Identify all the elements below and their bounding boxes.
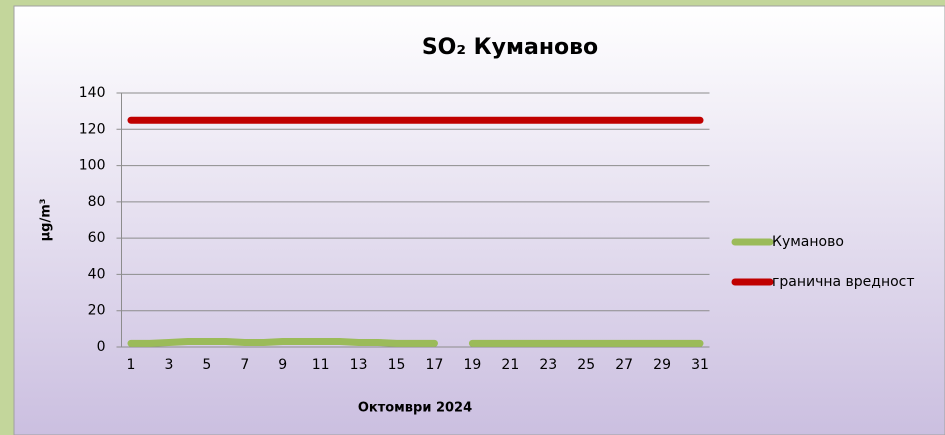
y-tick-label: 60 — [88, 230, 106, 246]
x-tick-label: 13 — [350, 357, 368, 373]
y-tick-label: 100 — [79, 158, 106, 174]
y-tick-label: 40 — [88, 266, 106, 282]
legend-label: гранична вредност — [772, 274, 915, 290]
x-tick-label: 31 — [691, 357, 709, 373]
x-tick-label: 3 — [164, 357, 173, 373]
x-tick-label: 23 — [539, 357, 557, 373]
y-tick-label: 120 — [79, 121, 106, 137]
x-tick-label: 7 — [240, 357, 249, 373]
x-tick-label: 25 — [577, 357, 595, 373]
x-tick-label: 17 — [426, 357, 444, 373]
x-tick-label: 29 — [653, 357, 671, 373]
x-tick-label: 21 — [501, 357, 519, 373]
x-tick-label: 19 — [463, 357, 481, 373]
x-tick-label: 27 — [615, 357, 633, 373]
x-tick-label: 11 — [312, 357, 330, 373]
y-tick-label: 0 — [97, 339, 106, 355]
chart-area — [13, 5, 945, 435]
series-line — [127, 338, 704, 347]
x-tick-label: 5 — [202, 357, 211, 373]
y-tick-label: 140 — [79, 85, 106, 101]
x-tick-label: 1 — [127, 357, 136, 373]
x-axis-title: Октомври 2024 — [358, 401, 472, 416]
y-tick-label: 20 — [88, 303, 106, 319]
y-tick-label: 80 — [88, 194, 106, 210]
legend-label: Куманово — [772, 234, 844, 250]
x-tick-label: 15 — [388, 357, 406, 373]
y-axis-title: µg/m³ — [39, 199, 54, 242]
x-tick-label: 9 — [278, 357, 287, 373]
chart-title: SO₂ Куманово — [422, 35, 598, 60]
